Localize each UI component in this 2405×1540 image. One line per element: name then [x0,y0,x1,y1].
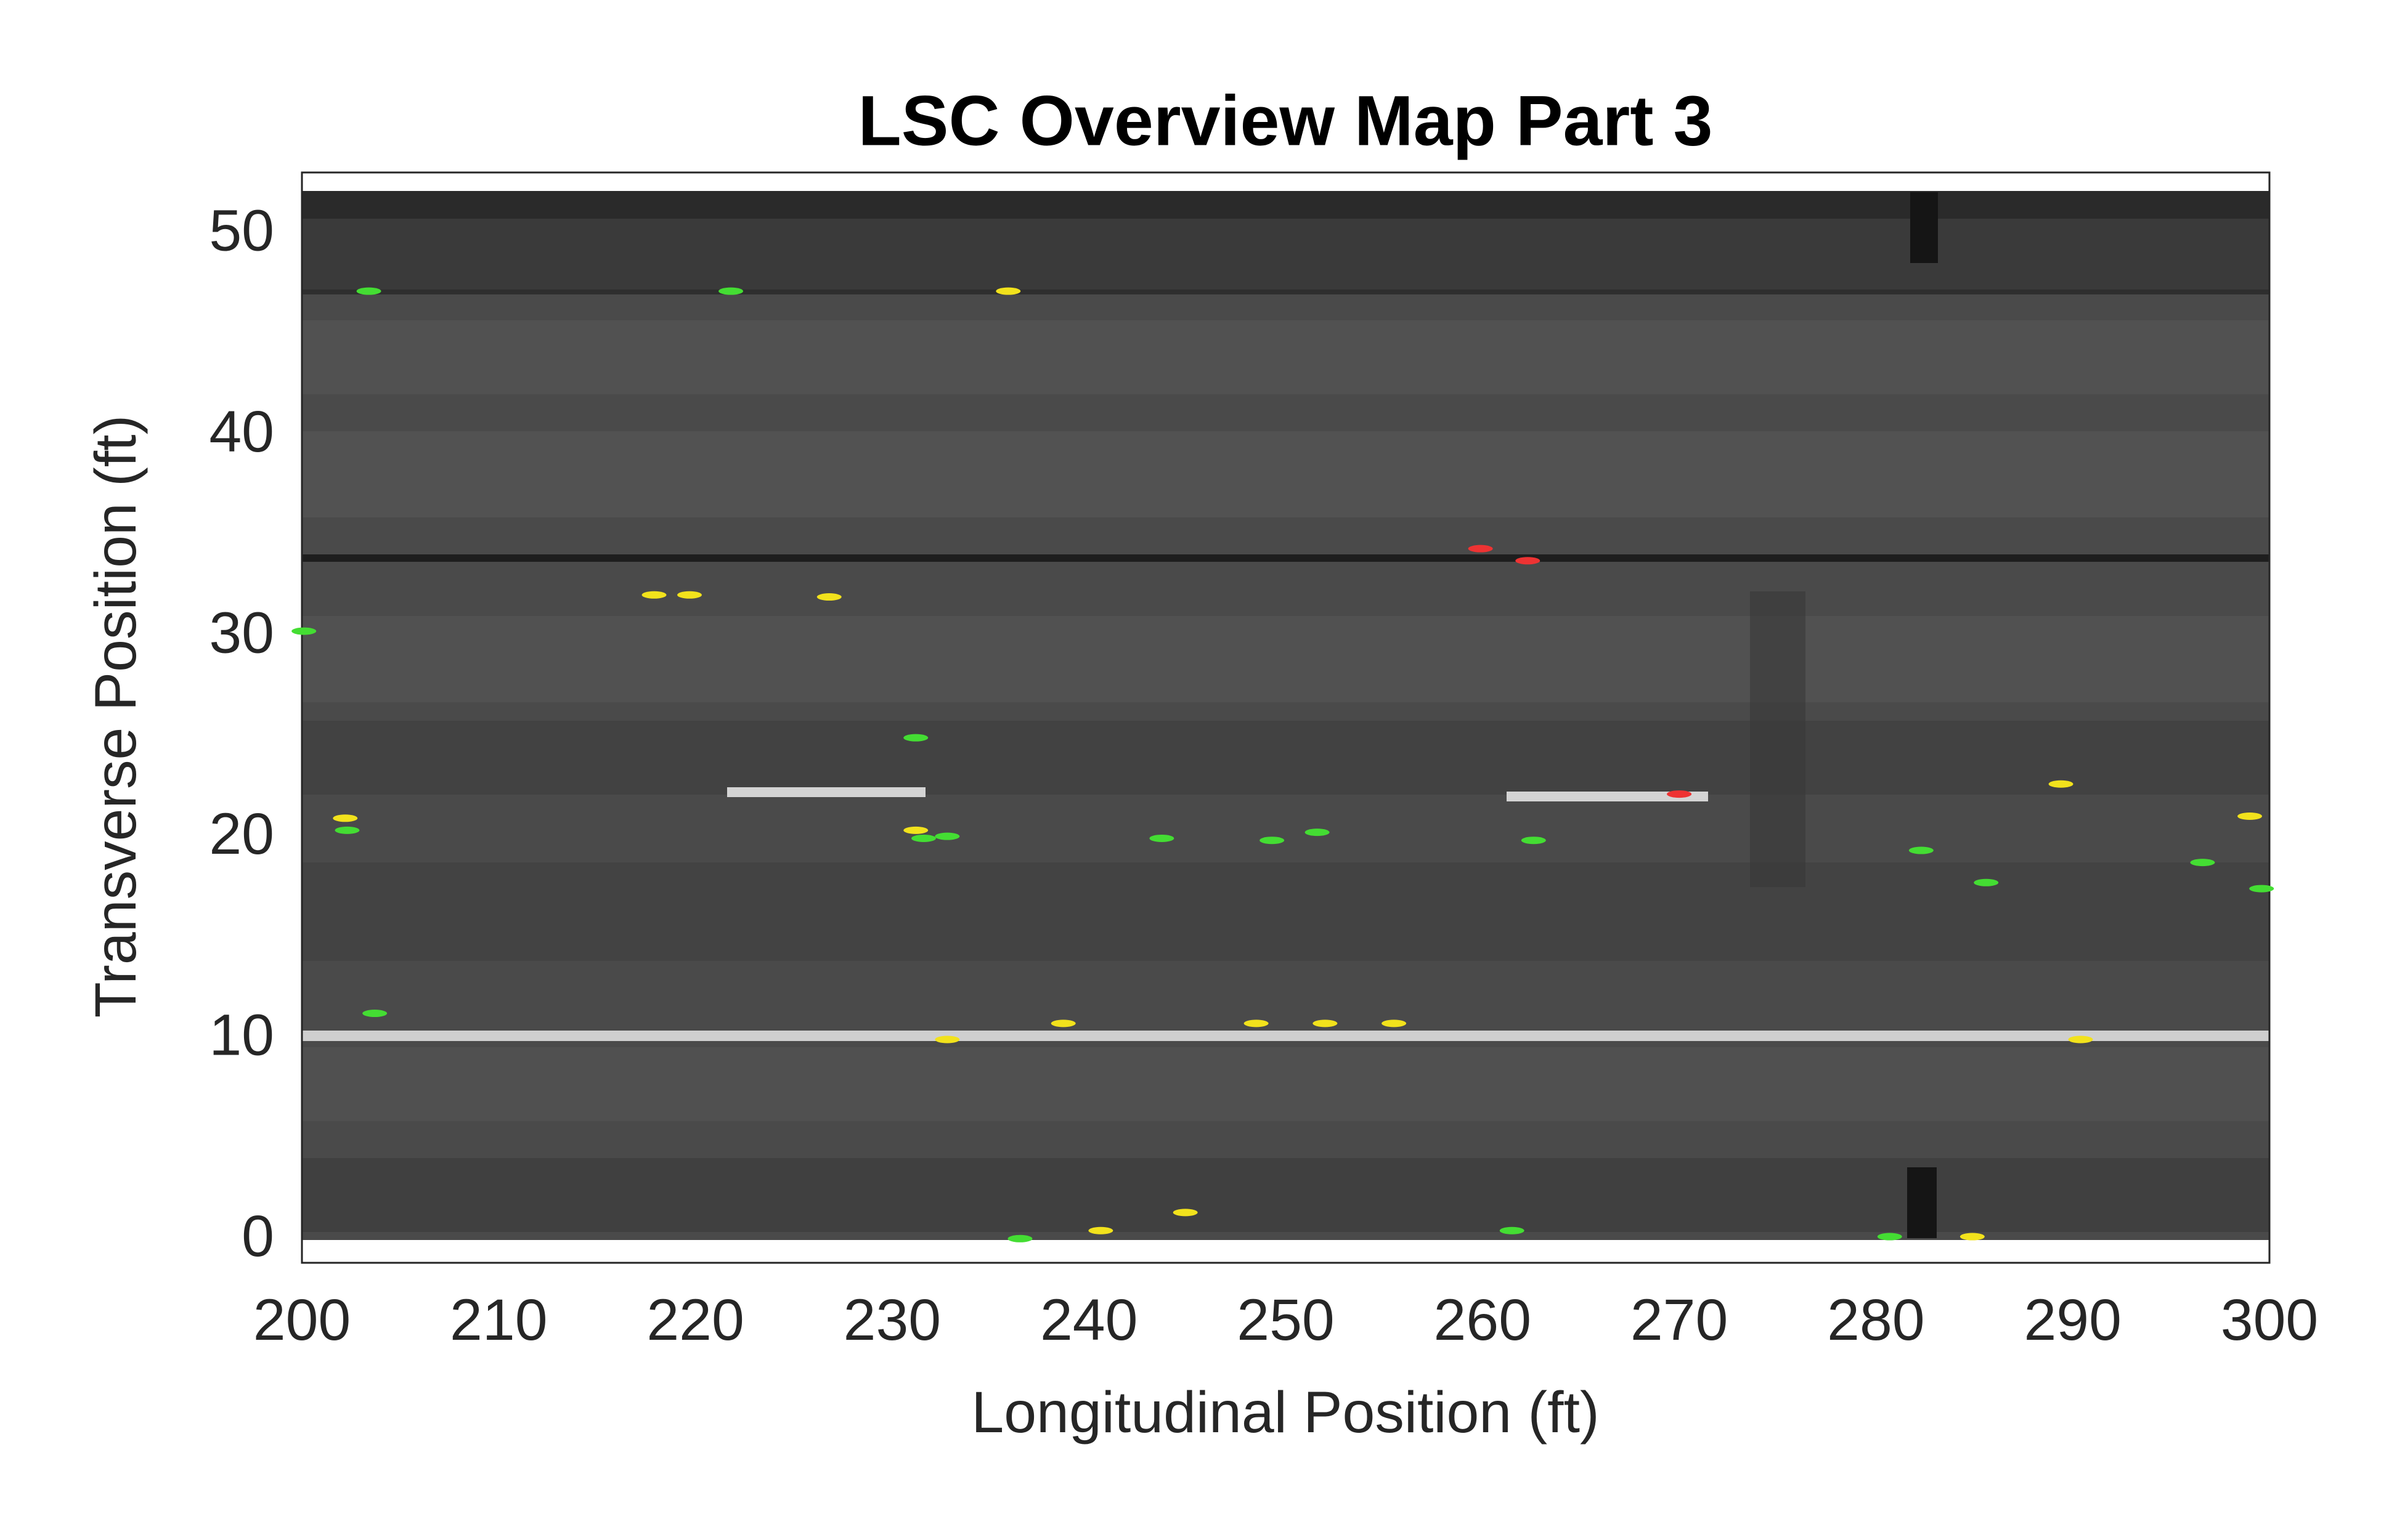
crack-mark [1007,1234,1033,1242]
x-axis-label: Longitudinal Position (ft) [971,1380,1599,1445]
y-tick-label: 0 [242,1204,274,1269]
crack-mark [1051,1019,1076,1027]
crack-mark [333,814,358,822]
crack-mark [1173,1209,1198,1217]
pavement-image [302,191,2269,1240]
crack-mark [1499,1226,1524,1234]
y-tick-label: 50 [209,198,274,263]
crack-mark [641,591,667,599]
x-tick-label: 290 [2024,1287,2122,1353]
crack-mark [2237,813,2263,821]
x-tick-label: 300 [2221,1287,2319,1353]
crack-mark [1243,1019,1269,1027]
x-tick-label: 260 [1434,1287,1532,1353]
crack-mark [2249,885,2274,893]
crack-mark [816,593,842,601]
y-tick-label: 10 [209,1003,274,1068]
crack-mark [291,627,317,635]
crack-mark [356,287,381,295]
crack-mark [1259,837,1285,845]
crack-mark [1521,837,1546,845]
crack-mark [1149,834,1174,842]
x-tick-label: 220 [646,1287,744,1353]
x-tick-label: 200 [253,1287,351,1353]
crack-mark [1667,790,1692,798]
crack-mark [718,287,744,295]
y-axis-label: Transverse Position (ft) [83,415,149,1018]
x-tick-label: 240 [1040,1287,1138,1353]
x-tick-label: 280 [1827,1287,1925,1353]
crack-mark [1382,1019,1407,1027]
crack-mark [677,591,702,599]
crack-mark [1515,557,1540,565]
crack-mark [1959,1233,1985,1241]
x-tick-label: 250 [1237,1287,1335,1353]
crack-mark [362,1010,388,1018]
crack-mark [903,826,929,834]
crack-mark [335,826,360,834]
crack-mark [2048,780,2073,788]
x-tick-label: 210 [450,1287,548,1353]
crack-mark [935,832,960,840]
crack-mark [903,734,929,742]
y-tick-label: 30 [209,600,274,665]
crack-mark [1312,1019,1338,1027]
crack-mark [2190,859,2215,867]
y-tick-label: 20 [209,801,274,867]
crack-mark [996,287,1021,295]
crack-mark [911,834,936,842]
crack-mark [1088,1226,1113,1234]
crack-mark [1468,545,1493,553]
x-tick-label: 270 [1630,1287,1728,1353]
x-tick-label: 230 [844,1287,942,1353]
chart-title: LSC Overview Map Part 3 [858,81,1713,160]
crack-mark [1908,846,1934,854]
crack-mark [935,1035,960,1044]
crack-mark [1974,878,1999,886]
crack-mark [1304,829,1330,837]
crack-mark [2068,1035,2093,1044]
y-tick-label: 40 [209,399,274,464]
plot-frame [301,171,2271,1264]
crack-mark [1877,1233,1902,1241]
